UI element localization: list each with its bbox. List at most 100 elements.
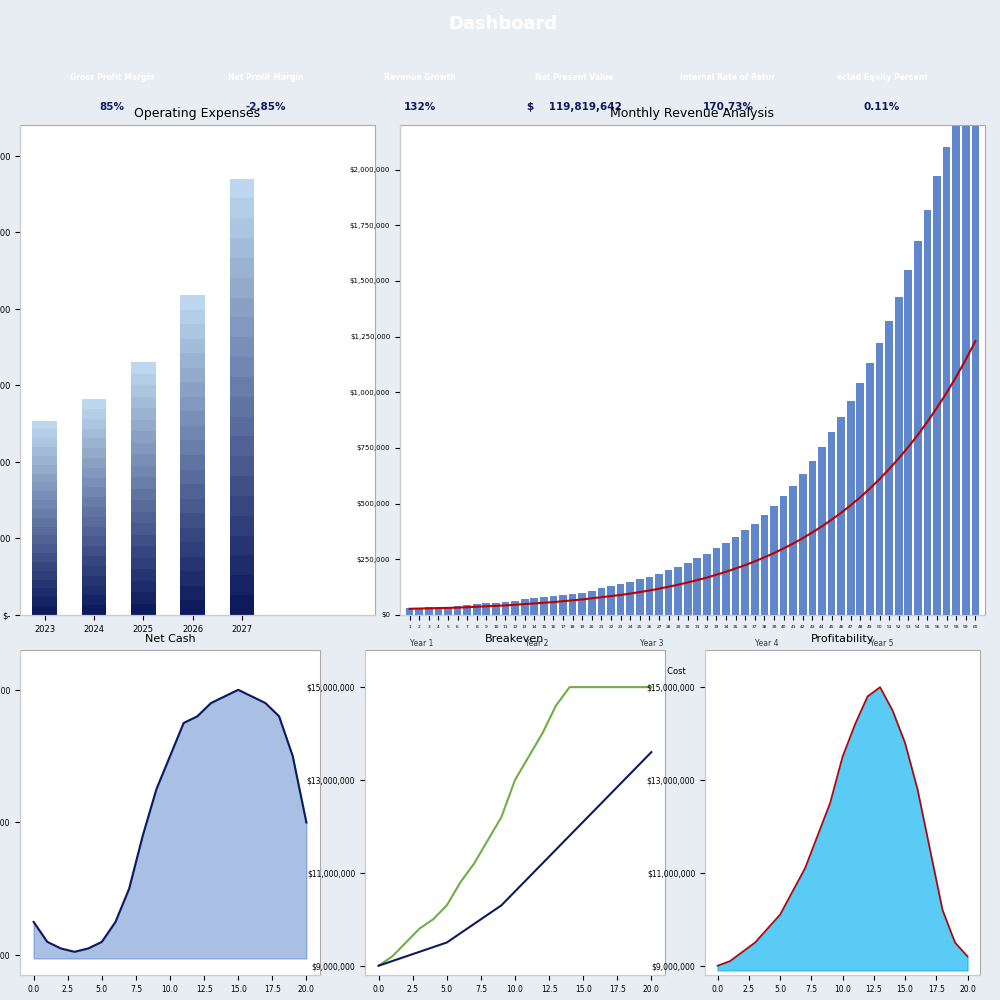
Bar bbox=[400, 125, 985, 615]
Bar bbox=[530, 598, 538, 615]
Bar bbox=[131, 443, 156, 454]
Bar bbox=[180, 426, 205, 440]
Bar bbox=[521, 599, 529, 615]
Bar bbox=[492, 603, 500, 615]
Bar bbox=[799, 474, 807, 615]
Bar bbox=[818, 447, 826, 615]
Bar bbox=[751, 524, 759, 615]
Bar bbox=[230, 516, 254, 536]
Bar bbox=[180, 411, 205, 426]
Bar bbox=[598, 588, 605, 615]
Bar bbox=[82, 556, 106, 566]
Bar bbox=[131, 385, 156, 397]
Bar bbox=[406, 608, 413, 615]
Bar bbox=[230, 357, 254, 377]
Bar bbox=[82, 458, 106, 468]
Bar bbox=[962, 80, 970, 615]
Legend: Revenue, Total Cost: Revenue, Total Cost bbox=[555, 664, 690, 679]
Bar bbox=[180, 586, 205, 600]
Bar bbox=[655, 574, 663, 615]
Bar bbox=[444, 607, 452, 615]
Bar bbox=[180, 528, 205, 542]
Bar bbox=[780, 496, 787, 615]
Bar bbox=[32, 562, 57, 571]
Legend: Deprecation, Payroll, Operational Expense 20, Operational Expense 19, Operationa: Deprecation, Payroll, Operational Expens… bbox=[671, 128, 745, 263]
Bar bbox=[914, 241, 922, 615]
Bar bbox=[32, 474, 57, 482]
Title: Operating Expenses: Operating Expenses bbox=[134, 107, 261, 120]
Text: Net Present Value: Net Present Value bbox=[535, 73, 613, 82]
Bar bbox=[82, 517, 106, 527]
Text: Net Profit Margin: Net Profit Margin bbox=[228, 73, 304, 82]
Bar bbox=[32, 571, 57, 580]
Bar bbox=[789, 486, 797, 615]
Bar bbox=[32, 580, 57, 588]
Bar bbox=[32, 429, 57, 438]
Bar bbox=[482, 603, 490, 615]
Bar bbox=[722, 543, 730, 615]
Bar bbox=[473, 604, 481, 615]
Bar bbox=[131, 420, 156, 431]
Bar bbox=[895, 296, 903, 615]
Bar bbox=[837, 417, 845, 615]
Text: Dashboard: Dashboard bbox=[448, 15, 557, 33]
Bar bbox=[761, 515, 768, 615]
Bar bbox=[32, 544, 57, 553]
Text: -2.85%: -2.85% bbox=[246, 102, 286, 112]
Bar bbox=[732, 537, 739, 615]
Bar bbox=[415, 608, 423, 615]
Bar bbox=[230, 238, 254, 258]
Text: 85%: 85% bbox=[100, 102, 124, 112]
Bar bbox=[511, 601, 519, 615]
Title: Net Cash: Net Cash bbox=[145, 634, 195, 644]
Bar bbox=[32, 447, 57, 456]
Text: Year 5: Year 5 bbox=[870, 639, 893, 648]
Bar bbox=[180, 600, 205, 615]
Bar bbox=[32, 535, 57, 544]
Bar bbox=[230, 436, 254, 456]
Bar bbox=[82, 419, 106, 429]
Bar bbox=[131, 489, 156, 500]
Bar bbox=[674, 567, 682, 615]
Bar bbox=[365, 650, 665, 975]
Bar bbox=[180, 368, 205, 382]
Text: Gross Profit Margin: Gross Profit Margin bbox=[70, 73, 154, 82]
Bar bbox=[82, 595, 106, 605]
Bar bbox=[131, 500, 156, 512]
Bar bbox=[32, 438, 57, 447]
Bar bbox=[847, 401, 855, 615]
Bar bbox=[32, 553, 57, 562]
Text: Revenue Growth: Revenue Growth bbox=[384, 73, 456, 82]
Bar bbox=[435, 607, 442, 615]
Title: Profitability: Profitability bbox=[811, 634, 874, 644]
Bar bbox=[636, 579, 644, 615]
Bar bbox=[82, 497, 106, 507]
Bar bbox=[32, 421, 57, 429]
Text: Year 3: Year 3 bbox=[640, 639, 663, 648]
Bar bbox=[131, 535, 156, 546]
Bar bbox=[180, 513, 205, 528]
Bar bbox=[32, 527, 57, 535]
Bar bbox=[454, 606, 461, 615]
Bar bbox=[180, 557, 205, 571]
Text: ected Equity Percent: ected Equity Percent bbox=[837, 73, 927, 82]
Bar bbox=[933, 176, 941, 615]
Bar bbox=[82, 438, 106, 448]
Bar bbox=[230, 417, 254, 436]
Bar bbox=[131, 454, 156, 466]
Bar bbox=[180, 484, 205, 499]
Bar bbox=[770, 506, 778, 615]
Bar bbox=[856, 383, 864, 615]
Bar bbox=[705, 650, 980, 975]
Bar bbox=[952, 114, 960, 615]
Bar bbox=[180, 440, 205, 455]
Bar bbox=[502, 602, 509, 615]
Text: 132%: 132% bbox=[404, 102, 436, 112]
Bar bbox=[230, 317, 254, 337]
Bar bbox=[463, 605, 471, 615]
Bar bbox=[230, 575, 254, 595]
Bar bbox=[230, 377, 254, 397]
Bar bbox=[131, 546, 156, 558]
Bar bbox=[32, 588, 57, 597]
Bar bbox=[617, 584, 624, 615]
